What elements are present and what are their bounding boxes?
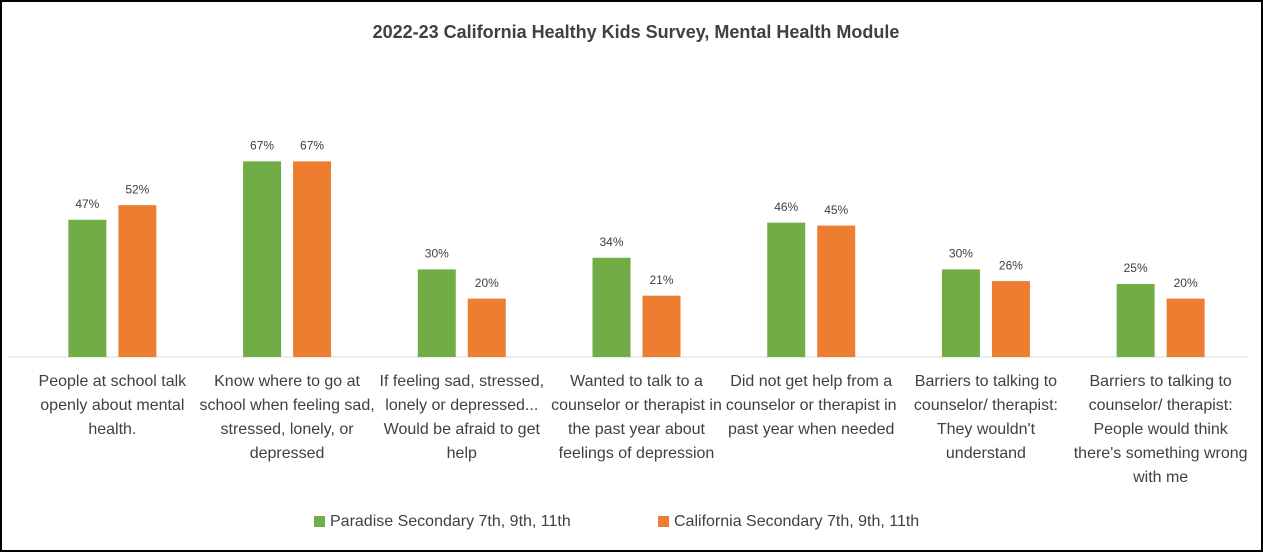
data-label: 34% — [599, 235, 623, 249]
data-label: 21% — [649, 273, 673, 287]
data-label: 30% — [949, 247, 973, 261]
bar — [293, 161, 332, 357]
legend-swatch — [314, 516, 325, 527]
legend-label: California Secondary 7th, 9th, 11th — [674, 513, 919, 530]
bar — [467, 298, 506, 357]
bar — [592, 257, 631, 357]
x-tick-label: If feeling sad, stressed, lonely or depr… — [379, 373, 545, 462]
data-label: 26% — [999, 258, 1023, 272]
x-tick-label: People at school talk openly about menta… — [38, 373, 187, 438]
bar — [1116, 284, 1155, 357]
bar — [817, 225, 856, 357]
x-tick-label: Barriers to talking to counselor/ therap… — [913, 373, 1058, 462]
data-label: 67% — [250, 139, 274, 153]
bar — [417, 269, 456, 357]
bar — [243, 161, 282, 357]
data-label: 20% — [1174, 276, 1198, 290]
legend-swatch — [658, 516, 669, 527]
data-label: 45% — [824, 203, 848, 217]
legend-label: Paradise Secondary 7th, 9th, 11th — [330, 513, 571, 530]
data-label: 20% — [475, 276, 499, 290]
data-label: 30% — [425, 247, 449, 261]
chart-title: 2022-23 California Healthy Kids Survey, … — [373, 22, 900, 42]
bar — [941, 269, 980, 357]
bar — [1166, 298, 1205, 357]
bar — [68, 219, 107, 357]
data-label: 67% — [300, 139, 324, 153]
bar — [642, 295, 681, 357]
bar — [991, 281, 1030, 357]
data-label: 52% — [125, 182, 149, 196]
bar — [118, 205, 157, 357]
data-label: 46% — [774, 200, 798, 214]
x-tick-label: Did not get help from a counselor or the… — [725, 373, 897, 438]
data-label: 25% — [1124, 261, 1148, 275]
x-tick-label: Barriers to talking to counselor/ therap… — [1073, 373, 1248, 486]
data-label: 47% — [75, 197, 99, 211]
x-tick-label: Know where to go at school when feeling … — [199, 373, 375, 462]
bar — [767, 222, 806, 357]
x-tick-label: Wanted to talk to a counselor or therapi… — [551, 373, 722, 462]
